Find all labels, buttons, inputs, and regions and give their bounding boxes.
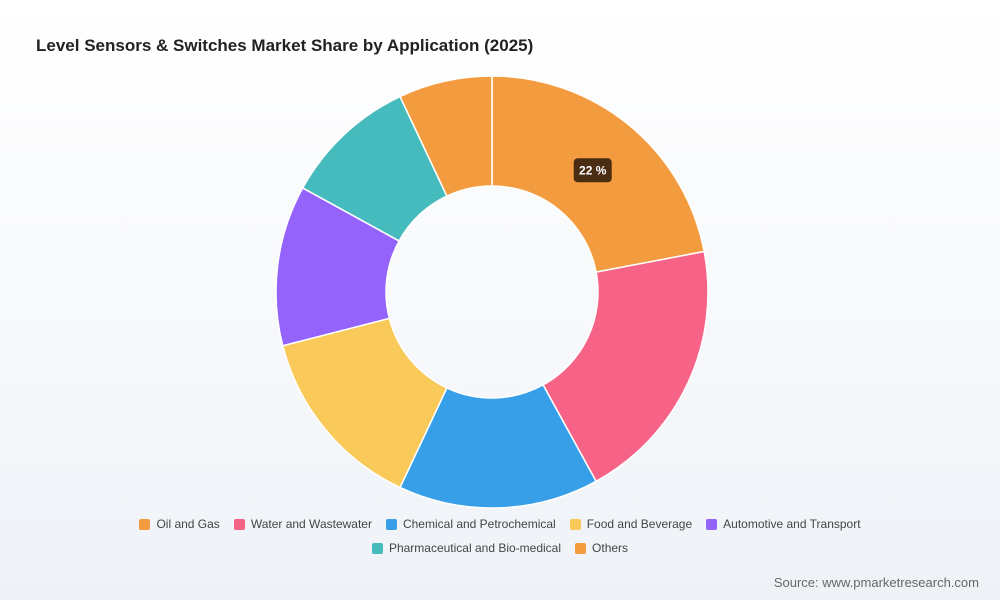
data-label-oil-and-gas: 22 %: [573, 158, 612, 183]
legend-swatch: [139, 518, 151, 530]
legend-swatch: [371, 542, 383, 554]
legend-item-others[interactable]: Others: [575, 541, 628, 555]
legend-label: Chemical and Petrochemical: [402, 517, 556, 531]
legend-swatch: [385, 518, 397, 530]
legend-swatch: [233, 518, 245, 530]
legend-label: Others: [592, 541, 629, 555]
legend-label: Oil and Gas: [156, 517, 220, 531]
legend-item-food-and-beverage[interactable]: Food and Beverage: [569, 517, 693, 531]
slice-others[interactable]: [399, 75, 493, 198]
legend-item-oil-and-gas[interactable]: Oil and Gas: [139, 517, 220, 531]
slice-food-and-beverage[interactable]: [281, 317, 448, 489]
legend-label: Pharmaceutical and Bio-medical: [388, 541, 562, 555]
legend-swatch: [569, 518, 581, 530]
legend-label: Food and Beverage: [586, 517, 693, 531]
legend-item-water-and-wastewater[interactable]: Water and Wastewater: [233, 517, 372, 531]
legend-label: Water and Wastewater: [250, 517, 372, 531]
chart-title: Level Sensors & Switches Market Share by…: [36, 36, 534, 55]
source-note: Source: www.pmarketresearch.com: [773, 575, 979, 590]
chart-legend: Oil and Gas Water and Wastewater Chemical …: [0, 517, 1000, 555]
legend-item-chemical-and-petrochemical[interactable]: Chemical and Petrochemical: [385, 517, 556, 531]
legend-swatch: [575, 542, 587, 554]
data-label-text: 22 %: [579, 163, 607, 177]
legend-item-automotive-and-transport[interactable]: Automotive and Transport: [706, 517, 861, 531]
legend-swatch: [706, 518, 718, 530]
legend-label: Automotive and Transport: [723, 517, 861, 531]
slice-water-and-wastewater[interactable]: [542, 250, 709, 483]
slice-chemical-and-petrochemical[interactable]: [399, 383, 598, 509]
legend-item-pharmaceutical-and-bio-medical[interactable]: Pharmaceutical and Bio-medical: [371, 541, 562, 555]
